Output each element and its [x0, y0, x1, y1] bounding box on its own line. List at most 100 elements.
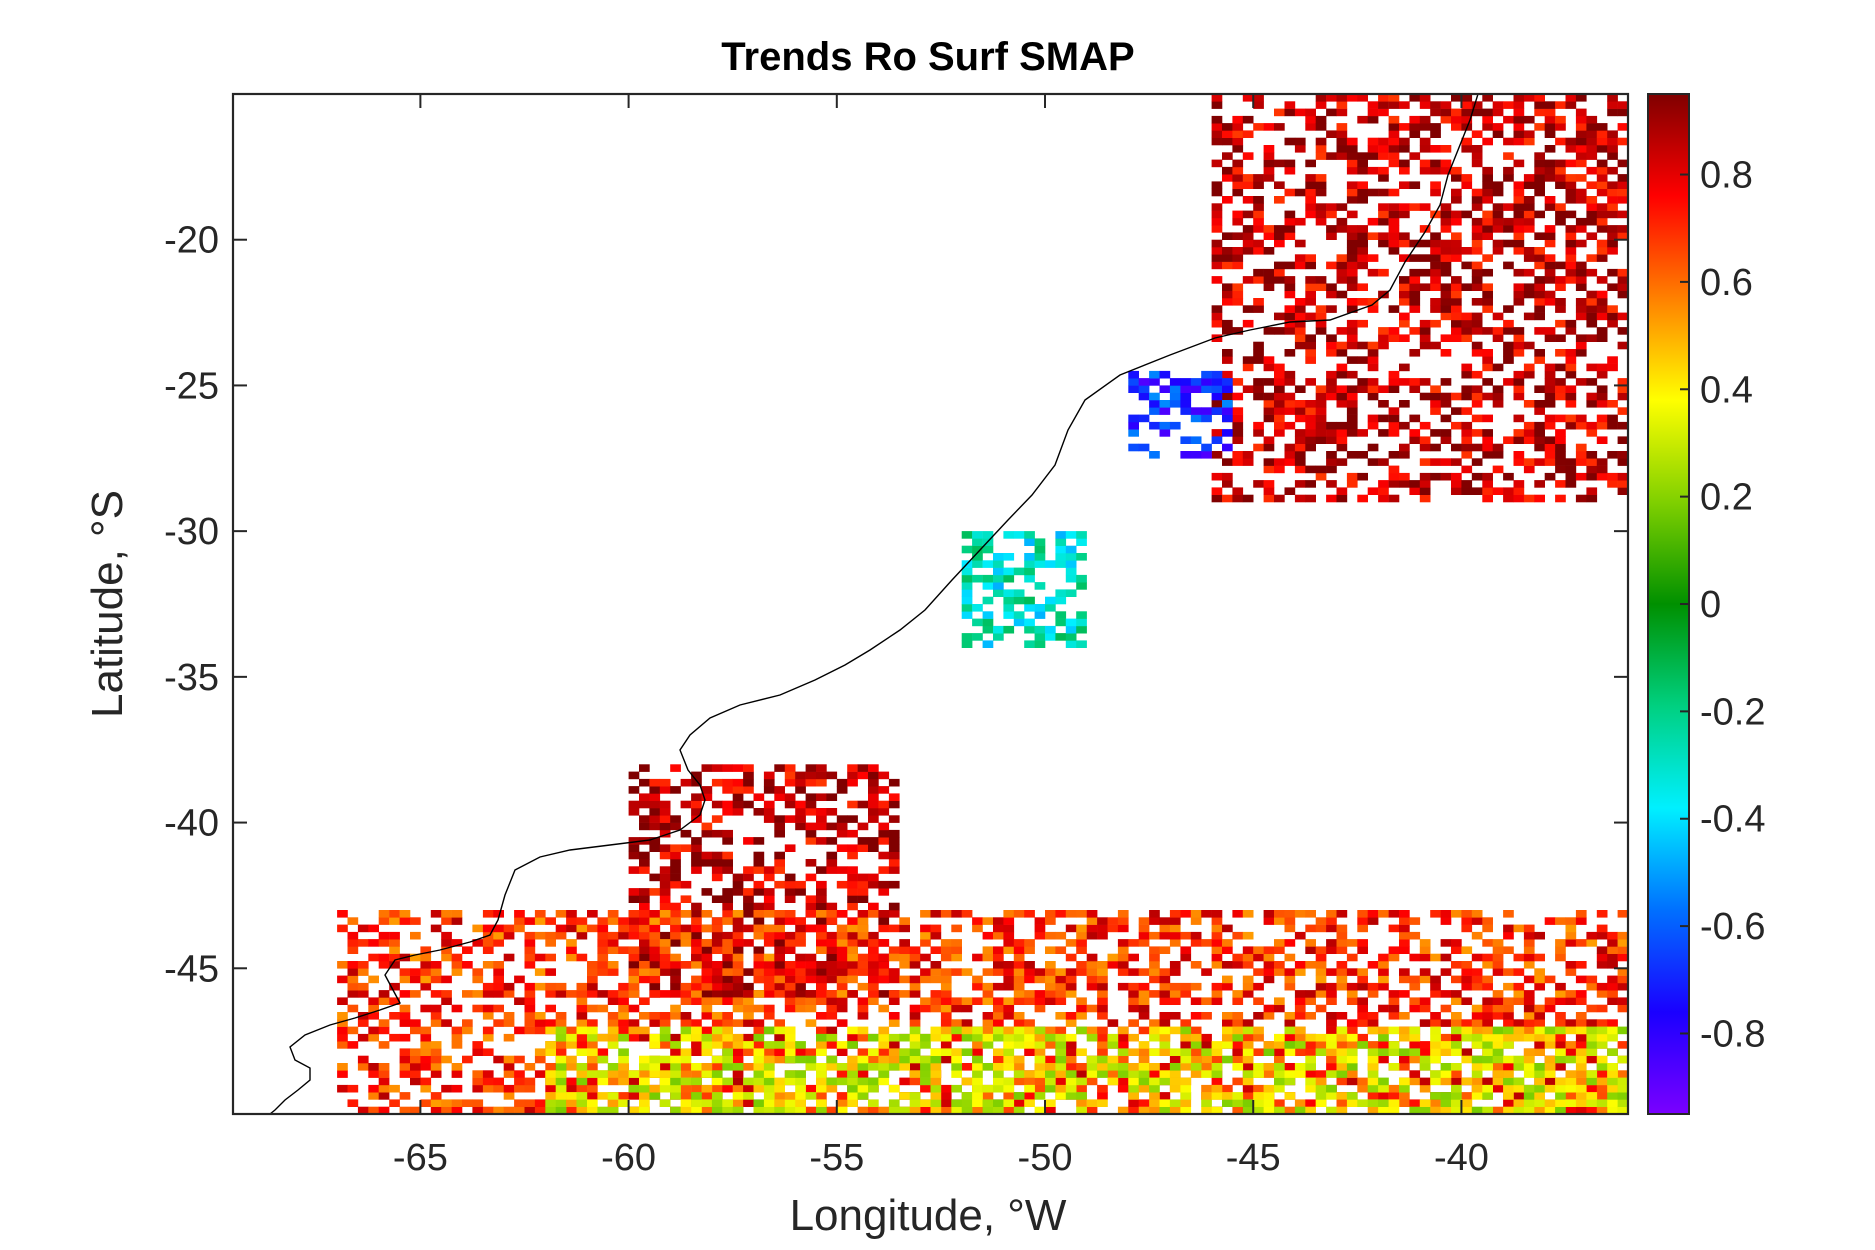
- heatmap-cell: [378, 1106, 390, 1114]
- heatmap-cell: [649, 924, 661, 933]
- heatmap-cell: [878, 880, 890, 889]
- heatmap-cell: [628, 1077, 640, 1086]
- heatmap-cell: [1107, 1077, 1119, 1086]
- heatmap-cell: [1607, 1092, 1618, 1100]
- heatmap-cell: [649, 946, 661, 954]
- heatmap-cell: [441, 1106, 452, 1114]
- heatmap-cell: [774, 924, 785, 933]
- heatmap-cell: [1399, 946, 1410, 954]
- heatmap-cell: [1523, 924, 1535, 933]
- x-tick-label: -65: [393, 1137, 448, 1179]
- heatmap-cell: [1430, 1092, 1441, 1100]
- heatmap-cell: [1482, 917, 1493, 925]
- heatmap-cell: [1097, 1099, 1108, 1107]
- heatmap-cell: [1419, 997, 1431, 1005]
- heatmap-cell: [784, 961, 796, 969]
- heatmap-cell: [1544, 1004, 1556, 1013]
- heatmap-cell: [982, 953, 994, 962]
- heatmap-cell: [1409, 997, 1421, 1005]
- heatmap-cell: [1346, 137, 1358, 146]
- heatmap-cell: [1461, 115, 1473, 124]
- heatmap-cell: [1128, 1033, 1139, 1042]
- heatmap-cell: [1117, 1106, 1129, 1114]
- heatmap-cell: [1211, 203, 1223, 211]
- heatmap-cell: [1055, 946, 1067, 954]
- heatmap-cell: [784, 917, 796, 925]
- heatmap-cell: [1190, 407, 1202, 415]
- heatmap-cell: [753, 961, 765, 969]
- heatmap-cell: [534, 1055, 546, 1064]
- heatmap-cell: [722, 939, 733, 947]
- heatmap-cell: [784, 910, 796, 918]
- heatmap-cell: [1346, 319, 1358, 328]
- heatmap-cell: [1534, 953, 1545, 962]
- heatmap-cell: [1388, 188, 1400, 197]
- heatmap-cell: [1045, 604, 1056, 612]
- heatmap-cell: [909, 961, 921, 969]
- heatmap-cell: [555, 1019, 567, 1027]
- heatmap-cell: [534, 910, 546, 918]
- heatmap-cell: [399, 1063, 411, 1071]
- heatmap-cell: [1169, 968, 1181, 976]
- heatmap-cell: [1003, 1055, 1015, 1064]
- heatmap-cell: [1378, 1033, 1389, 1042]
- heatmap-cell: [1607, 1019, 1618, 1027]
- heatmap-cell: [1117, 1033, 1129, 1042]
- heatmap-cell: [680, 1055, 692, 1064]
- heatmap-cell: [1128, 1077, 1139, 1086]
- heatmap-cell: [816, 1012, 827, 1020]
- heatmap-cell: [649, 793, 661, 801]
- heatmap-cell: [1107, 1063, 1119, 1071]
- heatmap-cell: [1451, 254, 1462, 262]
- heatmap-cell: [1513, 217, 1525, 226]
- heatmap-cell: [1284, 370, 1296, 379]
- heatmap-cell: [711, 1092, 723, 1100]
- heatmap-cell: [368, 924, 379, 933]
- heatmap-cell: [566, 917, 577, 925]
- heatmap-cell: [836, 1063, 848, 1071]
- heatmap-cell: [503, 924, 515, 933]
- heatmap-cell: [1596, 392, 1608, 401]
- heatmap-cell: [711, 778, 723, 787]
- heatmap-cell: [1315, 94, 1327, 102]
- heatmap-cell: [1222, 1055, 1233, 1064]
- heatmap-cell: [545, 1070, 556, 1078]
- heatmap-cell: [1305, 465, 1316, 474]
- heatmap-cell: [1409, 1041, 1421, 1049]
- heatmap-cell: [1419, 939, 1431, 947]
- heatmap-cell: [1482, 378, 1493, 386]
- heatmap-cell: [1565, 480, 1577, 488]
- heatmap-cell: [1013, 1012, 1025, 1020]
- heatmap-cell: [1055, 589, 1067, 597]
- heatmap-cell: [1419, 421, 1431, 430]
- heatmap-cell: [711, 990, 723, 998]
- heatmap-cell: [1305, 276, 1316, 284]
- heatmap-cell: [1575, 1026, 1587, 1035]
- heatmap-cell: [1586, 472, 1598, 481]
- heatmap-cell: [732, 961, 744, 969]
- heatmap-cell: [1492, 487, 1504, 495]
- heatmap-cell: [1586, 494, 1598, 503]
- heatmap-cell: [1544, 451, 1556, 459]
- heatmap-cell: [868, 961, 879, 969]
- heatmap-cell: [743, 1084, 754, 1093]
- heatmap-cell: [1513, 203, 1525, 211]
- heatmap-cell: [410, 990, 421, 998]
- heatmap-cell: [878, 771, 890, 780]
- heatmap-cell: [607, 1099, 619, 1107]
- heatmap-cell: [816, 982, 827, 991]
- heatmap-cell: [1294, 997, 1306, 1005]
- heatmap-cell: [1523, 225, 1535, 233]
- heatmap-cell: [545, 1106, 556, 1114]
- heatmap-cell: [1263, 465, 1275, 474]
- heatmap-cell: [1336, 327, 1348, 335]
- heatmap-cell: [1596, 924, 1608, 933]
- heatmap-cell: [816, 931, 827, 940]
- heatmap-cell: [878, 961, 890, 969]
- heatmap-cell: [1253, 196, 1264, 204]
- heatmap-cell: [1294, 436, 1306, 444]
- heatmap-cell: [1117, 1063, 1129, 1071]
- heatmap-cell: [816, 1041, 827, 1049]
- heatmap-cell: [566, 924, 577, 933]
- heatmap-cell: [555, 1012, 567, 1020]
